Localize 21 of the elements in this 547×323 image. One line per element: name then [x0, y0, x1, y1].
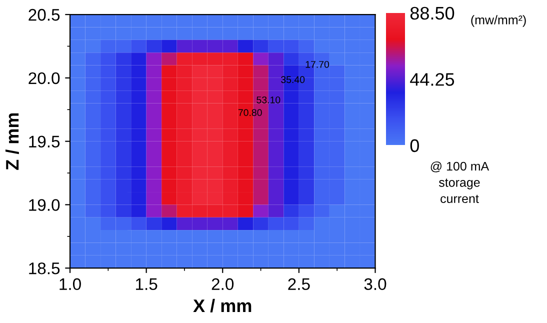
x-tick-label: 3.0 [364, 278, 386, 290]
x-tick-label: 1.0 [60, 278, 81, 290]
color-bar-title: (mw/mm²) [471, 15, 526, 27]
x-tick-label: 1.5 [136, 278, 158, 290]
annotation: 53.10 [256, 96, 280, 104]
annotation: 35.40 [281, 76, 305, 84]
annotation: 70.80 [238, 109, 262, 116]
y-axis-title: Z / mm [5, 113, 19, 170]
y-tick-label: 20.5 [28, 8, 60, 21]
y-tick-label: 20.0 [28, 72, 60, 84]
x-tick-label: 2.5 [288, 278, 310, 290]
color-bar-label: 0 [410, 139, 419, 152]
annotation: 17.70 [306, 60, 330, 68]
x-tick-label: 2.0 [212, 278, 234, 290]
y-tick-label: 19.5 [29, 136, 60, 148]
y-tick-label: 19.0 [29, 199, 60, 211]
x-axis-title: X / mm [193, 298, 252, 312]
text: @ 100 mA storage current [430, 162, 490, 204]
y-tick-label: 18.5 [29, 262, 60, 274]
color-bar-label: 88.50 [410, 6, 454, 20]
color-bar-label: 44.25 [410, 73, 454, 86]
